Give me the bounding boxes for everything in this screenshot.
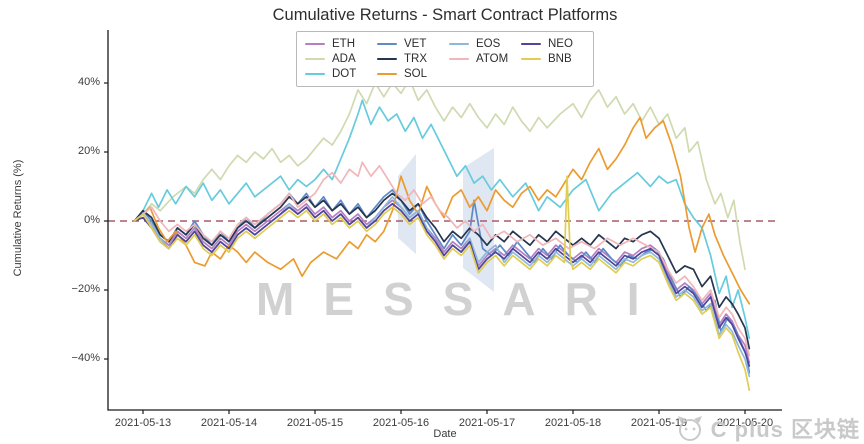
cplus-logo-icon [677, 416, 702, 441]
page-title: Cumulative Returns - Smart Contract Plat… [272, 6, 618, 24]
x-tick-label: 2021-05-16 [372, 417, 430, 429]
cplus-watermark: C plus 区块链 [675, 412, 860, 444]
series-line-neo [133, 202, 751, 367]
x-tick-label: 2021-05-13 [114, 417, 172, 429]
y-tick-label: 40% [77, 76, 100, 88]
x-tick-label: 2021-05-20 [716, 417, 774, 429]
messari-logo-mark [398, 154, 416, 254]
series-line-atom [133, 161, 751, 357]
x-tick-label: 2021-05-17 [458, 417, 516, 429]
series-line-eos [133, 195, 751, 378]
legend-item-bnb: BNB [521, 52, 583, 66]
legend-item-label: ATOM [476, 53, 509, 65]
x-axis-title: Date [433, 428, 457, 440]
series-line-eth [133, 199, 751, 364]
x-tick-label: 2021-05-18 [544, 417, 602, 429]
legend-item-sol: SOL [377, 67, 439, 81]
legend-item-label: ETH [332, 38, 355, 50]
legend-item-label: TRX [404, 53, 427, 65]
legend-item-eth: ETH [305, 37, 367, 51]
legend: ETH ADA DOT VET TRX SOL EOS ATOM NEO BNB [296, 31, 594, 87]
legend-item-label: VET [404, 38, 427, 50]
legend-column: EOS ATOM [449, 37, 511, 81]
legend-column: ETH ADA DOT [305, 37, 367, 81]
legend-swatch [305, 57, 325, 61]
legend-item-label: EOS [476, 38, 501, 50]
messari-watermark-text: MESSARI [256, 273, 669, 325]
legend-swatch [377, 42, 397, 46]
legend-item-label: NEO [548, 38, 573, 50]
legend-item-eos: EOS [449, 37, 511, 51]
y-tick-label: 0% [84, 214, 100, 226]
legend-item-label: SOL [404, 68, 428, 80]
cplus-watermark-text: C plus 区块链 [710, 417, 860, 442]
legend-item-vet: VET [377, 37, 439, 51]
series-line-bnb [133, 175, 751, 391]
legend-swatch [521, 42, 541, 46]
legend-swatch [377, 57, 397, 61]
legend-item-neo: NEO [521, 37, 583, 51]
legend-item-label: ADA [332, 53, 356, 65]
legend-swatch [449, 42, 469, 46]
x-tick-label: 2021-05-15 [286, 417, 344, 429]
axis-spines [107, 30, 782, 411]
legend-column: NEO BNB [521, 37, 583, 81]
legend-item-trx: TRX [377, 52, 439, 66]
x-tick-label: 2021-05-19 [630, 417, 688, 429]
legend-column: VET TRX SOL [377, 37, 439, 81]
series-line-dot [133, 99, 751, 340]
legend-item-dot: DOT [305, 67, 367, 81]
y-tick-label: −20% [71, 283, 100, 295]
y-tick-label: −40% [71, 352, 100, 364]
series-line-sol [133, 116, 751, 305]
legend-swatch [521, 57, 541, 61]
y-tick-label: 20% [77, 145, 100, 157]
legend-item-label: BNB [548, 53, 572, 65]
legend-swatch [377, 72, 397, 76]
legend-item-label: DOT [332, 68, 357, 80]
legend-item-ada: ADA [305, 52, 367, 66]
legend-swatch [305, 42, 325, 46]
x-tick-label: 2021-05-14 [200, 417, 258, 429]
legend-swatch [305, 72, 325, 76]
legend-item-atom: ATOM [449, 52, 511, 66]
series-line-vet [133, 189, 751, 374]
series-line-trx [133, 192, 751, 350]
legend-swatch [449, 57, 469, 61]
